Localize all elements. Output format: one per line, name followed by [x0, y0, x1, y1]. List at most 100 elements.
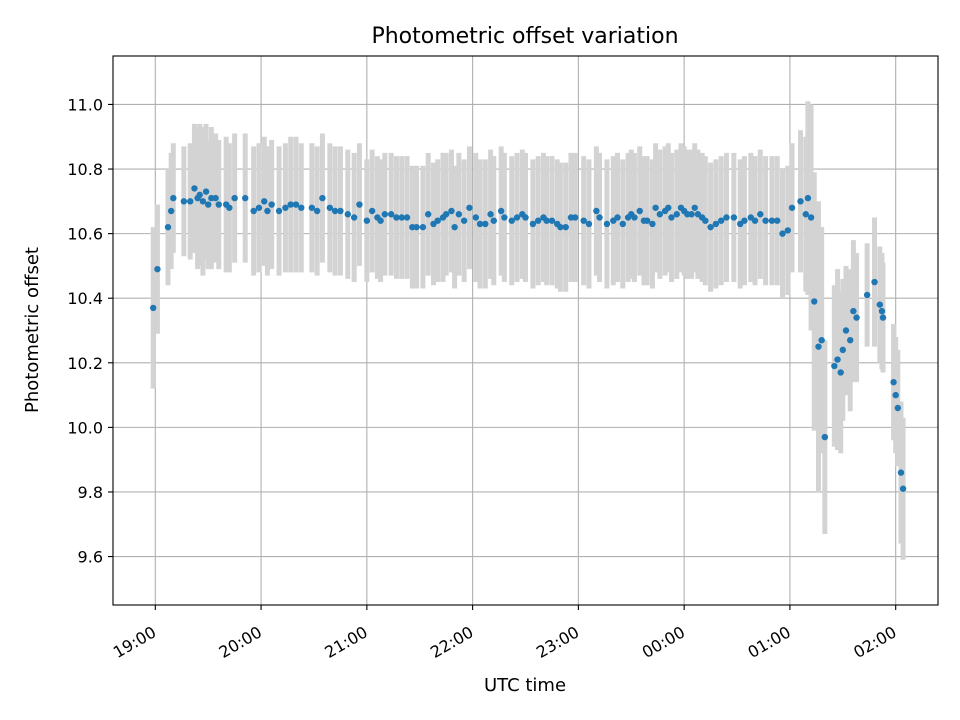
- data-point: [548, 217, 556, 224]
- data-point: [636, 207, 643, 215]
- data-point: [614, 214, 621, 221]
- data-point: [476, 220, 484, 228]
- data-point: [804, 194, 812, 202]
- data-point: [853, 314, 860, 321]
- data-point: [164, 223, 172, 231]
- data-point: [424, 211, 432, 218]
- data-point: [472, 214, 479, 221]
- chart-title: Photometric offset variation: [371, 24, 678, 49]
- data-point: [393, 214, 400, 221]
- data-point: [831, 362, 838, 370]
- y-tick-label: 11.0: [67, 95, 103, 114]
- data-point: [815, 343, 822, 350]
- data-point: [149, 304, 157, 312]
- data-point: [482, 220, 489, 228]
- data-point: [381, 211, 389, 218]
- data-point: [331, 207, 339, 215]
- data-point: [863, 291, 871, 299]
- data-point: [212, 194, 219, 202]
- data-point: [363, 217, 371, 224]
- data-point: [377, 217, 384, 224]
- data-point: [356, 201, 363, 208]
- data-point: [167, 207, 175, 215]
- data-point: [490, 217, 497, 224]
- data-point: [839, 346, 847, 354]
- data-point: [757, 211, 764, 218]
- data-point: [215, 201, 222, 208]
- x-axis-label: UTC time: [484, 675, 566, 696]
- data-point: [788, 204, 796, 211]
- data-point: [897, 469, 905, 476]
- y-tick-label: 9.6: [78, 548, 103, 567]
- data-point: [337, 207, 344, 215]
- data-point: [691, 204, 698, 211]
- data-point: [344, 211, 352, 218]
- data-point: [275, 207, 283, 215]
- data-point: [656, 211, 664, 218]
- data-point: [154, 265, 161, 273]
- data-point: [308, 204, 316, 211]
- data-point: [847, 336, 854, 344]
- data-point: [730, 214, 738, 221]
- data-point: [580, 217, 587, 224]
- data-point: [170, 194, 177, 202]
- data-point: [890, 378, 897, 386]
- plot-area-frame: [112, 55, 939, 606]
- data-point: [652, 204, 659, 211]
- data-point: [387, 211, 395, 218]
- data-point: [643, 217, 651, 224]
- data-point: [298, 204, 305, 211]
- data-point: [264, 207, 271, 215]
- data-point: [723, 214, 730, 221]
- data-point: [779, 230, 786, 237]
- data-point: [892, 391, 899, 399]
- data-point: [255, 204, 263, 211]
- data-point: [802, 211, 809, 218]
- data-point: [603, 220, 611, 228]
- data-point: [842, 327, 850, 334]
- data-point: [818, 336, 825, 344]
- data-point: [261, 198, 268, 205]
- data-point: [350, 214, 358, 221]
- data-point: [448, 207, 455, 215]
- data-point: [894, 404, 902, 412]
- y-tick-label: 9.8: [78, 483, 103, 502]
- data-point: [557, 223, 564, 231]
- data-point: [797, 198, 804, 205]
- data-point: [522, 214, 529, 221]
- data-point: [784, 227, 792, 234]
- y-tick-label: 10.6: [67, 225, 103, 244]
- data-point: [250, 207, 257, 215]
- data-point: [811, 298, 818, 305]
- data-point: [876, 301, 884, 308]
- data-point: [268, 201, 275, 208]
- data-point: [187, 198, 194, 205]
- y-tick-label: 10.2: [67, 354, 103, 373]
- y-tick-label: 10.4: [67, 289, 103, 308]
- data-point: [413, 223, 420, 231]
- data-point: [460, 217, 468, 224]
- data-point: [668, 214, 675, 221]
- data-point: [202, 188, 210, 195]
- data-point: [673, 211, 680, 218]
- data-point: [501, 214, 508, 221]
- data-point: [751, 217, 759, 224]
- data-point: [287, 201, 294, 208]
- data-point: [837, 369, 844, 376]
- data-point: [762, 217, 769, 224]
- data-point: [451, 223, 458, 231]
- data-point: [707, 223, 714, 231]
- data-point: [850, 307, 857, 315]
- data-point: [434, 217, 441, 224]
- data-point: [821, 433, 829, 441]
- data-point: [487, 211, 494, 218]
- data-point: [196, 191, 203, 199]
- data-point: [497, 207, 505, 215]
- data-point: [403, 214, 411, 221]
- data-point: [455, 211, 463, 218]
- data-point: [649, 220, 656, 228]
- data-points: [149, 185, 907, 492]
- data-point: [313, 207, 321, 215]
- data-point: [768, 217, 776, 224]
